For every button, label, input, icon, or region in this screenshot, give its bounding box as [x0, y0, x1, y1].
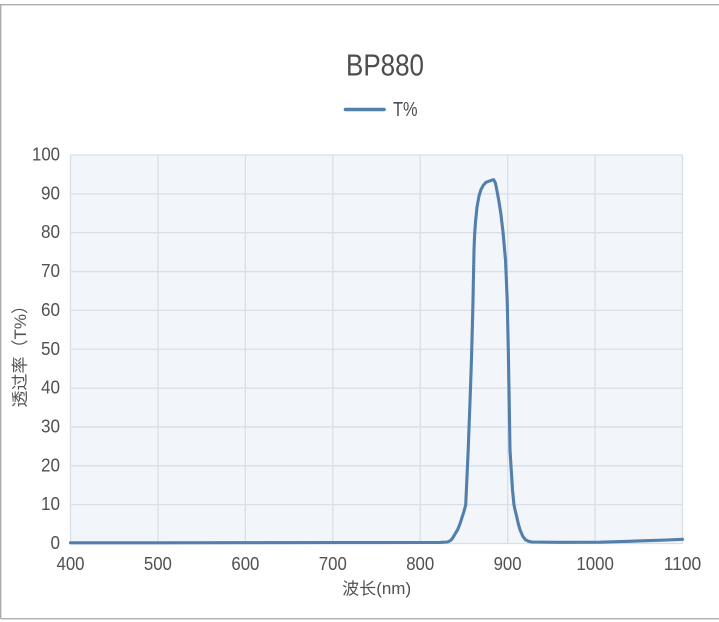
svg-text:T%: T% — [11, 314, 30, 340]
svg-text:10: 10 — [41, 494, 60, 514]
svg-text:20: 20 — [41, 455, 60, 475]
svg-text:100: 100 — [32, 145, 60, 165]
svg-text:1000: 1000 — [576, 554, 614, 574]
svg-text:900: 900 — [494, 554, 522, 574]
svg-text:60: 60 — [41, 300, 60, 320]
svg-text:800: 800 — [406, 554, 434, 574]
svg-text:700: 700 — [319, 554, 347, 574]
svg-text:90: 90 — [41, 183, 60, 203]
svg-text:400: 400 — [57, 554, 85, 574]
svg-text:50: 50 — [41, 339, 60, 359]
svg-text:80: 80 — [41, 222, 60, 242]
svg-text:40: 40 — [41, 378, 60, 398]
svg-text:30: 30 — [41, 416, 60, 436]
svg-text:600: 600 — [231, 554, 259, 574]
svg-text:1100: 1100 — [664, 554, 702, 574]
svg-text:70: 70 — [41, 261, 60, 281]
svg-text:BP880: BP880 — [346, 48, 424, 83]
svg-text:500: 500 — [144, 554, 172, 574]
svg-text:T%: T% — [393, 99, 418, 121]
svg-text:(nm): (nm) — [376, 579, 411, 598]
svg-text:0: 0 — [51, 533, 61, 553]
